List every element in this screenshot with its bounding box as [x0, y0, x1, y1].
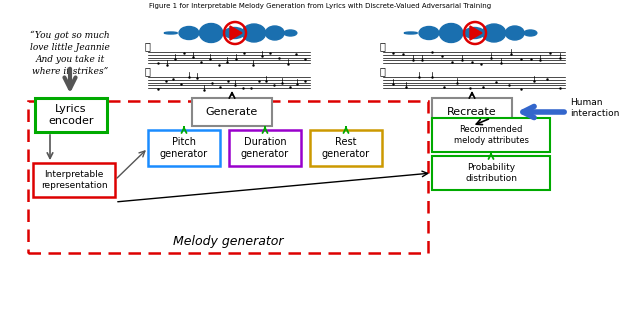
Ellipse shape — [243, 24, 266, 42]
FancyBboxPatch shape — [35, 98, 107, 132]
Text: Recommended
melody attributes: Recommended melody attributes — [454, 125, 529, 145]
Ellipse shape — [524, 30, 537, 36]
Text: 𝄞: 𝄞 — [380, 66, 386, 76]
FancyBboxPatch shape — [33, 163, 115, 197]
Text: Interpretable
representation: Interpretable representation — [41, 170, 108, 190]
FancyBboxPatch shape — [432, 98, 512, 126]
Text: Generate: Generate — [206, 107, 258, 117]
Text: Pitch
generator: Pitch generator — [160, 137, 208, 159]
Ellipse shape — [200, 23, 223, 42]
Text: 𝄞: 𝄞 — [145, 41, 151, 51]
FancyBboxPatch shape — [432, 118, 550, 152]
Text: Lyrics
encoder: Lyrics encoder — [48, 104, 93, 126]
FancyBboxPatch shape — [432, 156, 550, 190]
Text: Melody generator: Melody generator — [173, 234, 284, 247]
Text: Recreate: Recreate — [447, 107, 497, 117]
FancyBboxPatch shape — [310, 130, 382, 166]
Text: Duration
generator: Duration generator — [241, 137, 289, 159]
Text: Probability
distribution: Probability distribution — [465, 163, 517, 183]
FancyBboxPatch shape — [148, 130, 220, 166]
Ellipse shape — [284, 30, 297, 36]
Ellipse shape — [419, 26, 439, 39]
Text: Human
interaction: Human interaction — [570, 98, 620, 118]
Ellipse shape — [440, 23, 463, 42]
FancyBboxPatch shape — [192, 98, 272, 126]
Ellipse shape — [225, 27, 244, 38]
Ellipse shape — [483, 24, 506, 42]
Ellipse shape — [506, 26, 524, 40]
Text: 𝄞: 𝄞 — [145, 66, 151, 76]
Polygon shape — [470, 26, 482, 40]
Text: 𝄞: 𝄞 — [380, 41, 386, 51]
Polygon shape — [230, 26, 242, 40]
Text: Rest
generator: Rest generator — [322, 137, 370, 159]
Text: “You got so much
love little Jeannie
And you take it
where it strikes”: “You got so much love little Jeannie And… — [30, 31, 110, 76]
Ellipse shape — [404, 32, 417, 34]
Ellipse shape — [266, 26, 284, 40]
Ellipse shape — [164, 32, 177, 34]
Text: Figure 1 for Interpretable Melody Generation from Lyrics with Discrete-Valued Ad: Figure 1 for Interpretable Melody Genera… — [149, 3, 491, 9]
Ellipse shape — [179, 26, 199, 39]
FancyBboxPatch shape — [229, 130, 301, 166]
Ellipse shape — [465, 27, 484, 38]
